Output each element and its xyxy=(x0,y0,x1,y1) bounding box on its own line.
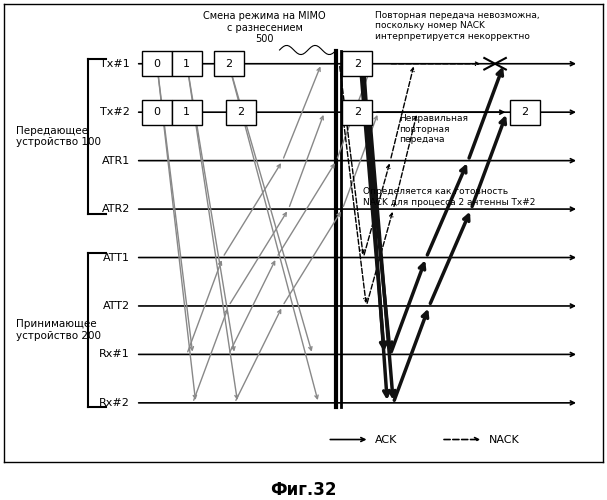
Text: 1: 1 xyxy=(183,107,190,117)
Text: Повторная передача невозможна,
поскольку номер NACK
интерпретируется некорректно: Повторная передача невозможна, поскольку… xyxy=(375,11,540,41)
Text: Tx#2: Tx#2 xyxy=(100,107,130,117)
Text: ACK: ACK xyxy=(375,434,398,444)
Bar xyxy=(342,100,372,125)
Bar xyxy=(142,100,172,125)
Text: Tx#1: Tx#1 xyxy=(100,58,130,68)
Text: 2: 2 xyxy=(225,58,232,68)
Bar xyxy=(172,51,202,76)
Text: 0: 0 xyxy=(154,107,160,117)
Text: Смена режима на MIMO
с разнесением
500: Смена режима на MIMO с разнесением 500 xyxy=(203,11,326,44)
Text: Rx#1: Rx#1 xyxy=(99,350,130,360)
Text: 1: 1 xyxy=(183,58,190,68)
Text: 2: 2 xyxy=(354,107,361,117)
Text: ATR2: ATR2 xyxy=(101,204,130,214)
Text: 0: 0 xyxy=(154,58,160,68)
Bar xyxy=(226,100,256,125)
Text: Передающее
устройство 100: Передающее устройство 100 xyxy=(16,126,101,147)
Bar xyxy=(510,100,540,125)
Bar xyxy=(172,100,202,125)
Text: ATT1: ATT1 xyxy=(103,252,130,262)
Text: 2: 2 xyxy=(237,107,244,117)
Text: Фиг.32: Фиг.32 xyxy=(270,481,337,499)
Text: NACK: NACK xyxy=(489,434,520,444)
Bar xyxy=(342,51,372,76)
Bar xyxy=(142,51,172,76)
Text: Определяется как готовность
NACK для процесса 2 антенны Tx#2: Определяется как готовность NACK для про… xyxy=(364,188,536,207)
Text: ATT2: ATT2 xyxy=(103,301,130,311)
Text: 2: 2 xyxy=(521,107,529,117)
Bar xyxy=(214,51,243,76)
Text: ATR1: ATR1 xyxy=(101,156,130,166)
Text: Rx#2: Rx#2 xyxy=(99,398,130,408)
Text: Принимающее
устройство 200: Принимающее устройство 200 xyxy=(16,320,101,341)
Text: 2: 2 xyxy=(354,58,361,68)
Text: Неправильная
повторная
передача: Неправильная повторная передача xyxy=(399,114,468,144)
